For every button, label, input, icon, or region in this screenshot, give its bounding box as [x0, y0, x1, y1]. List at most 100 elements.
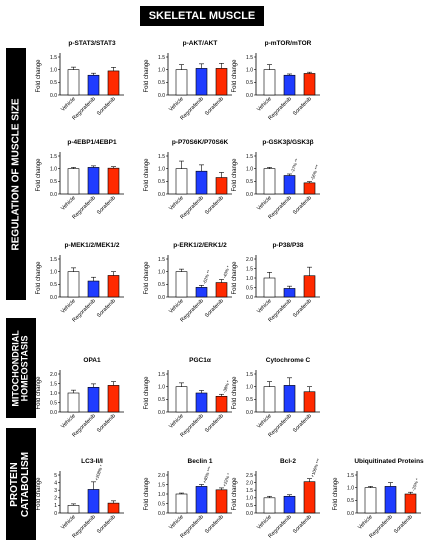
- bar-sorafenib: [107, 70, 120, 96]
- bar-regorafenib: [283, 74, 296, 96]
- chart-panel-15: Ubiquitinated Proteins Fold change 0.0 0.5 1…: [333, 458, 424, 540]
- y-tick-label: 0.5: [50, 80, 57, 86]
- x-tick-label: Sorafenib: [204, 514, 225, 535]
- y-tick-label: 1.5: [50, 55, 57, 61]
- x-tick-label: Vehicle: [168, 298, 185, 315]
- bar-sorafenib: [215, 282, 228, 298]
- y-tick-label: 1.0: [50, 67, 57, 73]
- x-tick-label: Sorafenib: [96, 298, 117, 319]
- x-tick-label: Vehicle: [60, 298, 77, 315]
- bar-regorafenib: [195, 287, 208, 298]
- y-tick-label: 0.5: [158, 501, 165, 507]
- bar-sorafenib: [303, 73, 316, 96]
- significance-label: -25% *: [411, 477, 420, 491]
- bar-vehicle: [67, 392, 80, 413]
- bar-vehicle: [263, 386, 276, 413]
- y-axis-label: Fold change: [36, 477, 42, 511]
- chart-title: p-mTOR/mTOR: [265, 40, 312, 47]
- y-tick-label: 0.0: [158, 410, 165, 416]
- y-tick-label: 1.5: [158, 257, 165, 263]
- x-tick-label: Sorafenib: [96, 413, 117, 434]
- y-tick-label: 2.5: [246, 473, 253, 479]
- significance-label: +40% ***: [202, 466, 213, 484]
- x-tick-label: Sorafenib: [96, 195, 117, 216]
- y-tick-label: 1.5: [246, 488, 253, 494]
- chart-panel-11: Cytochrome C Fold change 0.0 0.5 1.0 1.5 Vehic…: [232, 357, 320, 439]
- y-axis-label: Fold change: [232, 59, 238, 93]
- bar-sorafenib: [107, 502, 120, 514]
- bar-vehicle: [263, 168, 276, 195]
- bar-vehicle: [364, 487, 377, 514]
- chart-title: Beclin 1: [188, 458, 213, 465]
- x-tick-label: Vehicle: [168, 413, 185, 430]
- x-tick-label: Sorafenib: [292, 298, 313, 319]
- y-tick-label: 0.0: [158, 295, 165, 301]
- figure-title-box: SKELETAL MUSCLE: [140, 6, 264, 26]
- y-axis-label: Fold change: [144, 477, 150, 511]
- bar-regorafenib: [87, 386, 100, 413]
- chart-title: p-GSK3β/GSK3β: [262, 139, 313, 146]
- y-tick-label: 1.5: [158, 55, 165, 61]
- bar-regorafenib: [87, 167, 100, 195]
- y-axis-label: Fold change: [232, 158, 238, 192]
- y-axis-label: Fold change: [36, 261, 42, 295]
- chart-panel-13: Beclin 1 Fold change 0.0 0.5 1.0 1.5 2.0 Vehicl…: [144, 458, 232, 540]
- x-tick-label: Vehicle: [168, 195, 185, 212]
- bar-regorafenib: [195, 392, 208, 413]
- bar-vehicle: [67, 69, 80, 96]
- bar-regorafenib: [87, 74, 100, 96]
- bar-sorafenib: [215, 489, 228, 514]
- bar-regorafenib: [195, 170, 208, 195]
- bar-vehicle: [263, 69, 276, 96]
- bar-vehicle: [175, 69, 188, 96]
- y-tick-label: 0.5: [158, 80, 165, 86]
- y-tick-label: 0.0: [158, 511, 165, 517]
- bar-sorafenib: [215, 68, 228, 96]
- x-tick-label: Sorafenib: [292, 195, 313, 216]
- y-tick-label: 0: [54, 511, 57, 517]
- y-tick-label: 1.5: [50, 257, 57, 263]
- x-tick-label: Vehicle: [256, 195, 273, 212]
- chart-title: OPA1: [83, 357, 101, 364]
- y-tick-label: 2.0: [246, 480, 253, 486]
- section-label-regulation: REGULATION OF MUSCLE SIZE: [6, 48, 26, 300]
- y-tick-label: 1.5: [347, 473, 354, 479]
- bar-sorafenib: [303, 391, 316, 413]
- x-tick-label: Vehicle: [256, 298, 273, 315]
- y-axis-label: Fold change: [232, 477, 238, 511]
- x-tick-label: Sorafenib: [292, 96, 313, 117]
- y-tick-label: 1.0: [246, 496, 253, 502]
- x-tick-label: Sorafenib: [96, 514, 117, 535]
- x-tick-label: Sorafenib: [292, 413, 313, 434]
- y-tick-label: 0.5: [50, 179, 57, 185]
- y-tick-label: 1.0: [347, 485, 354, 491]
- y-tick-label: 2.0: [246, 257, 253, 263]
- chart-title: PGC1α: [189, 357, 211, 364]
- y-tick-label: 0.0: [246, 511, 253, 517]
- y-tick-label: 0.5: [347, 498, 354, 504]
- figure-title: SKELETAL MUSCLE: [148, 10, 256, 22]
- bar-regorafenib: [283, 495, 296, 514]
- bar-regorafenib: [87, 280, 100, 298]
- bar-regorafenib: [283, 288, 296, 298]
- y-tick-label: 0.0: [246, 192, 253, 198]
- y-tick-label: 0.0: [246, 410, 253, 416]
- y-tick-label: 2.0: [50, 372, 57, 378]
- bar-vehicle: [175, 168, 188, 195]
- y-axis-label: Fold change: [144, 59, 150, 93]
- x-tick-label: Sorafenib: [204, 195, 225, 216]
- bar-regorafenib: [384, 486, 397, 514]
- x-tick-label: Vehicle: [60, 195, 77, 212]
- bar-vehicle: [263, 497, 276, 514]
- y-tick-label: 2.0: [158, 473, 165, 479]
- y-tick-label: 1.0: [158, 492, 165, 498]
- y-tick-label: 1.0: [246, 166, 253, 172]
- y-tick-label: 1.0: [158, 67, 165, 73]
- x-tick-label: Sorafenib: [204, 413, 225, 434]
- significance-label: -43% *: [222, 265, 231, 279]
- y-tick-label: 1.0: [246, 276, 253, 282]
- y-tick-label: 0.0: [347, 511, 354, 517]
- y-tick-label: 0.0: [246, 295, 253, 301]
- y-tick-label: 0.5: [158, 282, 165, 288]
